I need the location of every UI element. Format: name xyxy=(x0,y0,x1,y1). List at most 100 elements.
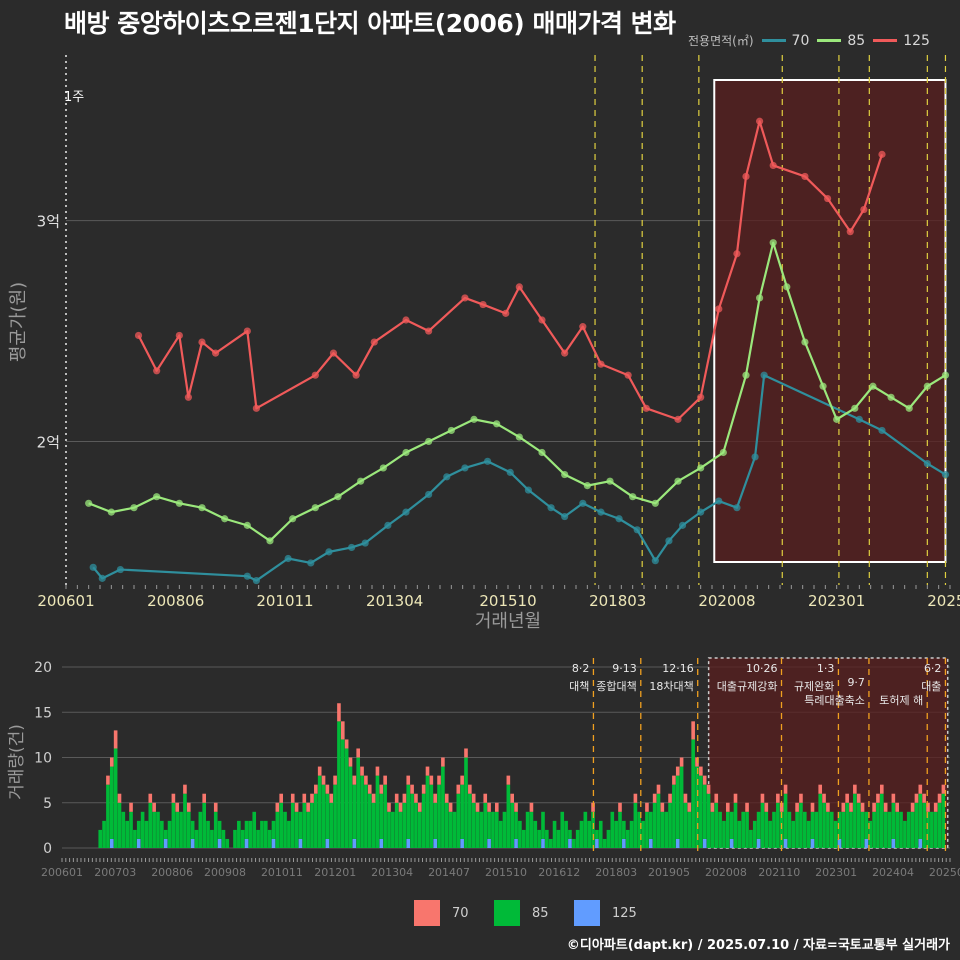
data-point-125 xyxy=(352,371,360,379)
policy-date-label: 9·7 xyxy=(847,676,865,689)
volume-bar-85 xyxy=(525,811,530,848)
volume-bar-85 xyxy=(333,784,337,848)
volume-bar-70 xyxy=(406,775,411,785)
volume-bar-85 xyxy=(652,802,657,848)
volume-bar-70 xyxy=(510,793,515,803)
volume-bar-85 xyxy=(533,820,538,848)
volume-bar-70 xyxy=(468,784,472,794)
data-point-70 xyxy=(243,572,251,580)
volume-bar-85 xyxy=(175,811,180,848)
volume-bar-85 xyxy=(221,829,226,848)
volume-bar-85 xyxy=(772,811,776,848)
volume-bar-85 xyxy=(479,811,484,848)
data-point-125 xyxy=(252,404,260,412)
volume-bar-85 xyxy=(610,811,615,848)
data-point-85 xyxy=(538,448,546,457)
volume-bar-85 xyxy=(695,766,699,848)
price-policy-lines xyxy=(594,55,947,585)
volume-bar-85 xyxy=(587,820,592,848)
volume-bar-70 xyxy=(656,784,661,794)
volume-bar-85 xyxy=(675,775,680,839)
volume-bar-85 xyxy=(148,802,153,848)
volume-bar-85 xyxy=(437,784,441,848)
volume-bar-85 xyxy=(787,811,792,848)
volume-bar-70 xyxy=(529,802,534,812)
volume-bar-85 xyxy=(883,811,888,848)
annotation-text: 1주 xyxy=(64,90,84,105)
volume-bar-85 xyxy=(383,784,387,848)
volume-bar-70 xyxy=(379,784,384,794)
volume-x-tick-label: 200908 xyxy=(204,866,246,879)
volume-bar-125 xyxy=(271,838,276,848)
volume-bar-85 xyxy=(364,784,368,848)
volume-bar-70 xyxy=(375,766,380,776)
data-point-125 xyxy=(579,323,587,331)
volume-x-tick-label: 202301 xyxy=(815,866,857,879)
volume-bar-125 xyxy=(837,838,842,848)
volume-bar-70 xyxy=(106,775,110,785)
volume-bar-85 xyxy=(571,838,576,848)
volume-bar-85 xyxy=(602,838,607,848)
volume-legend-label-70: 70 xyxy=(452,905,469,921)
data-point-85 xyxy=(266,537,274,545)
data-point-125 xyxy=(184,393,192,401)
legend-item-70[interactable]: 70 xyxy=(761,33,809,49)
volume-bar-85 xyxy=(937,802,942,848)
volume-bar-85 xyxy=(633,802,638,848)
volume-bar-70 xyxy=(441,757,445,767)
volume-x-tick-label: 202404 xyxy=(872,866,914,879)
volume-bar-70 xyxy=(918,784,923,794)
legend-item-85[interactable]: 85 xyxy=(817,33,865,49)
volume-bar-85 xyxy=(895,811,900,848)
volume-bar-85 xyxy=(552,820,557,848)
volume-bar-85 xyxy=(367,793,372,848)
volume-bar-85 xyxy=(583,811,588,848)
data-point-70 xyxy=(665,537,673,545)
volume-bar-70 xyxy=(314,784,318,794)
volume-bar-70 xyxy=(129,802,133,812)
volume-bar-85 xyxy=(737,820,742,848)
volume-bar-85 xyxy=(433,802,438,839)
x-axis-title: 거래년월 xyxy=(475,611,541,632)
volume-bar-85 xyxy=(460,784,464,839)
volume-bar-70 xyxy=(506,775,511,785)
volume-bar-70 xyxy=(672,775,676,785)
policy-text-label: 대책 xyxy=(569,680,589,693)
volume-bar-85 xyxy=(287,820,291,848)
volume-bar-85 xyxy=(641,820,645,848)
data-point-85 xyxy=(198,504,206,512)
volume-bar-85 xyxy=(275,811,280,848)
volume-bar-85 xyxy=(699,775,703,848)
volume-x-tick-label: 201011 xyxy=(261,866,303,879)
volume-x-tick-label: 200703 xyxy=(94,866,136,879)
volume-bar-85 xyxy=(163,829,168,839)
volume-bar-85 xyxy=(629,820,634,848)
legend-item-125[interactable]: 125 xyxy=(873,33,930,49)
volume-legend-item-70[interactable]: 70 xyxy=(414,900,482,926)
volume-bar-70 xyxy=(487,802,491,812)
volume-bar-85 xyxy=(806,820,811,848)
data-point-125 xyxy=(153,367,161,375)
volume-bar-70 xyxy=(914,793,919,803)
data-point-70 xyxy=(751,453,759,461)
volume-bar-70 xyxy=(460,775,464,785)
data-point-85 xyxy=(334,493,342,501)
volume-bar-85 xyxy=(645,811,649,848)
volume-bar-125 xyxy=(460,838,464,848)
volume-legend-item-85[interactable]: 85 xyxy=(494,900,562,926)
volume-bar-70 xyxy=(425,766,430,776)
volume-bar-85 xyxy=(452,811,457,848)
volume-bar-85 xyxy=(598,820,603,848)
data-point-85 xyxy=(819,382,827,390)
volume-bar-70 xyxy=(933,802,938,812)
volume-bar-85 xyxy=(529,811,534,848)
volume-bar-85 xyxy=(864,811,869,839)
volume-bar-85 xyxy=(306,811,310,848)
data-point-85 xyxy=(941,371,950,379)
volume-bar-125 xyxy=(190,838,195,848)
policy-date-label: 1·3 xyxy=(817,662,835,675)
volume-legend-item-125[interactable]: 125 xyxy=(574,900,642,926)
volume-legend-swatch-70 xyxy=(414,900,440,926)
volume-bar-85 xyxy=(271,820,276,839)
volume-bar-85 xyxy=(325,793,330,839)
